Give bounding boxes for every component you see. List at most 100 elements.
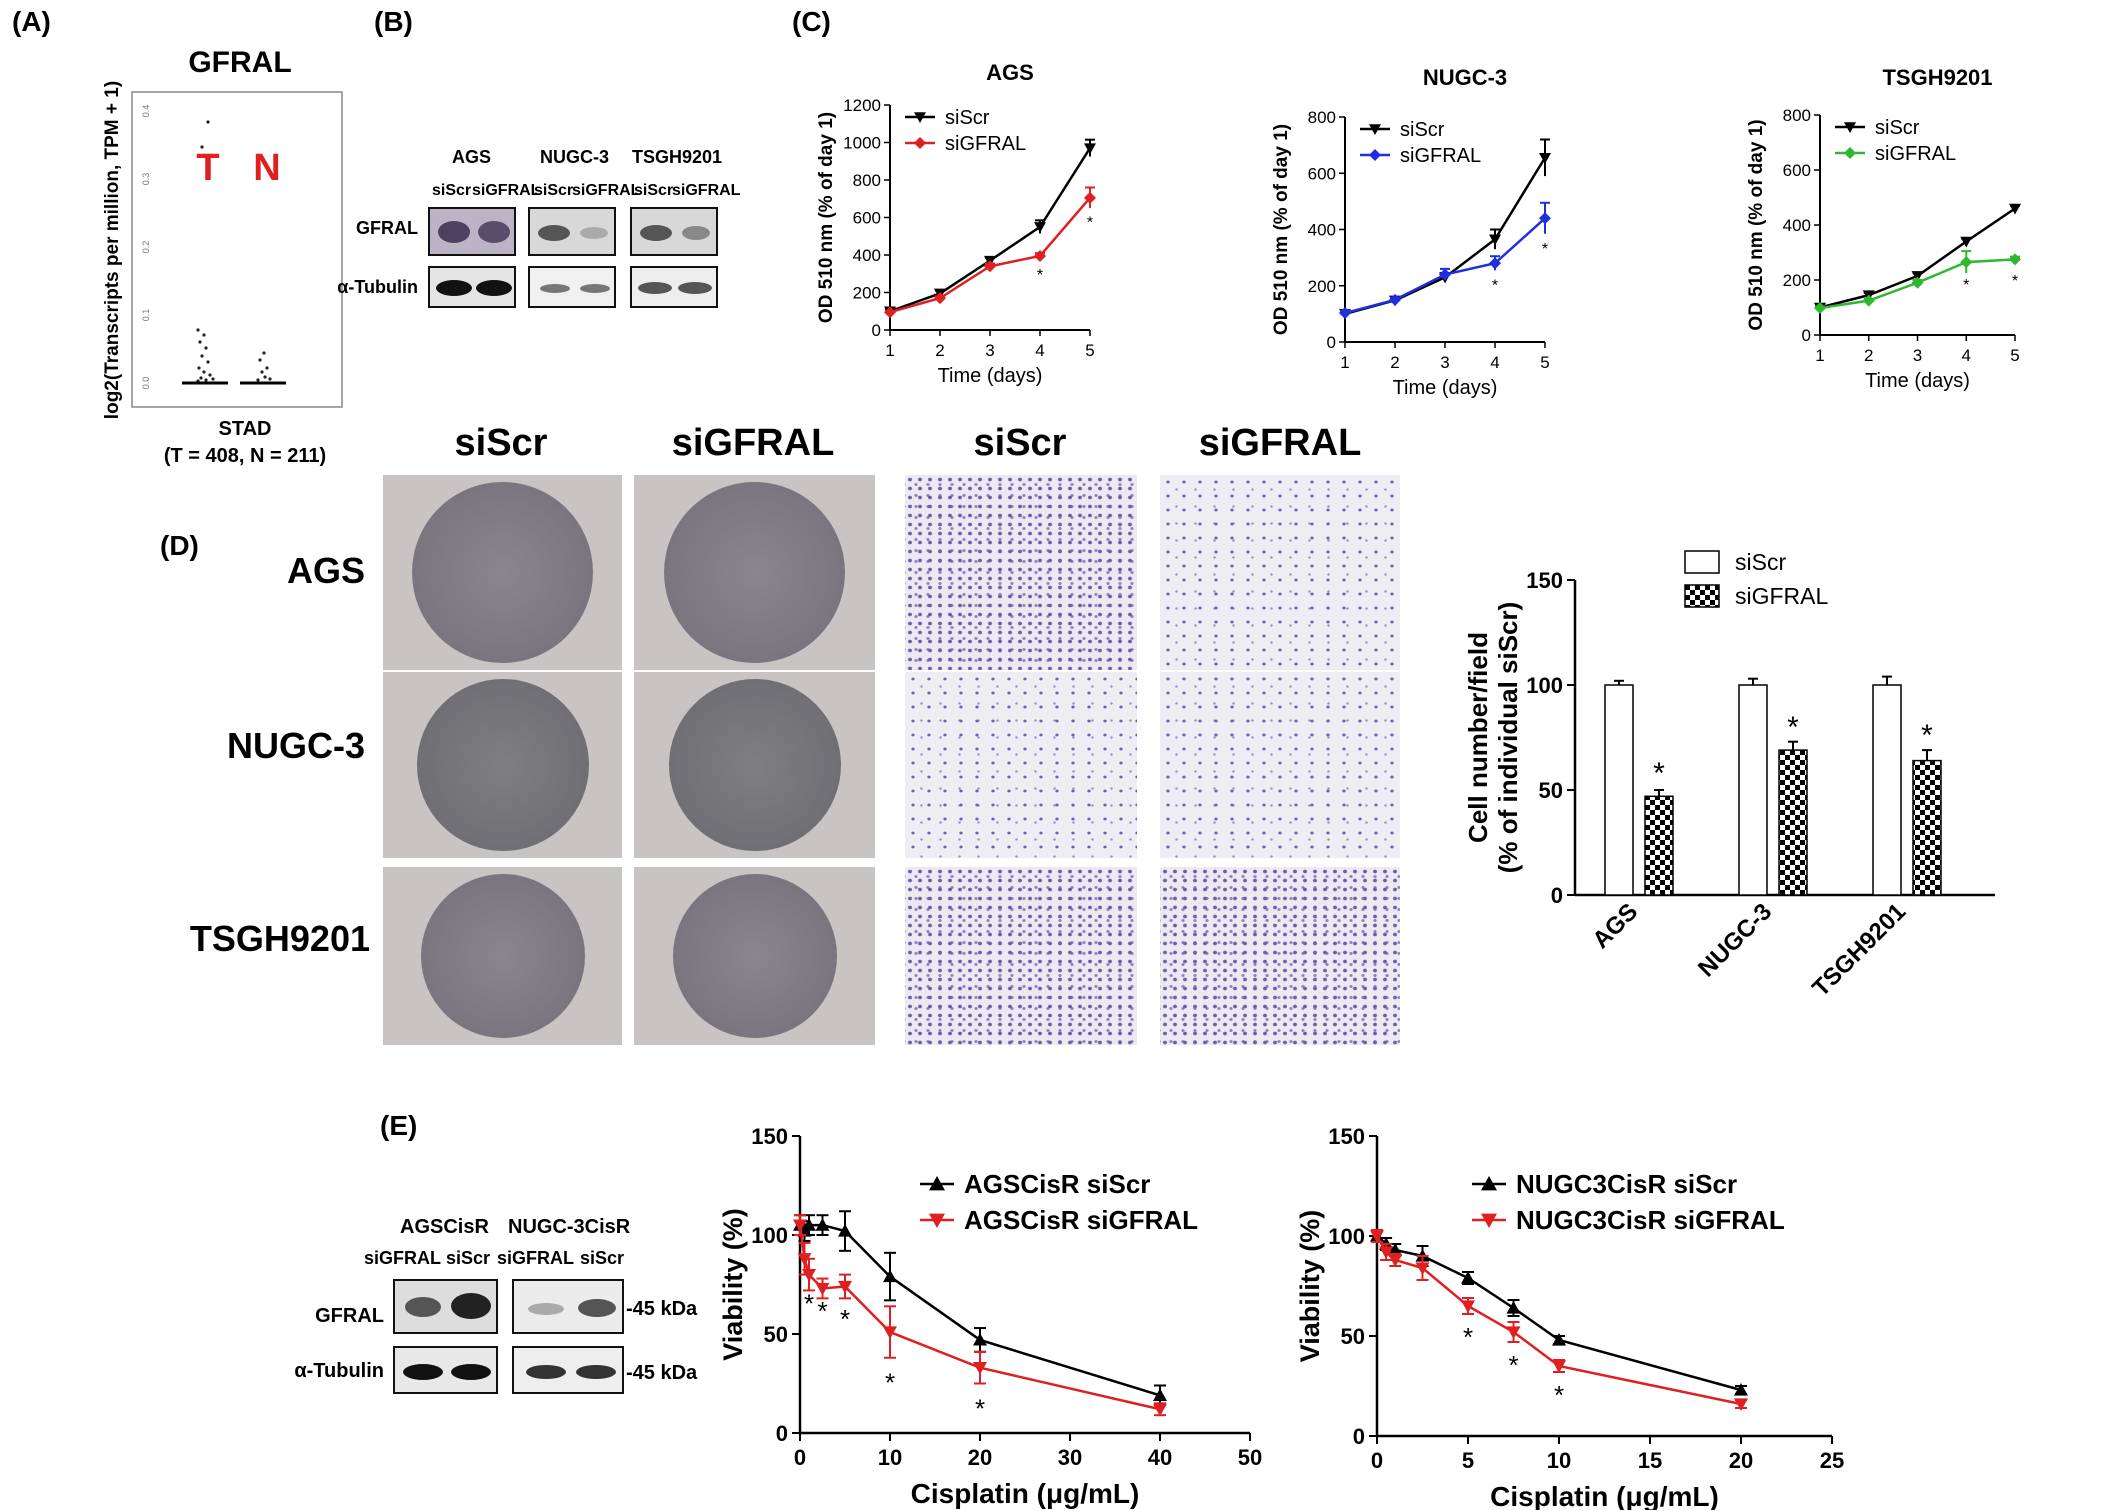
series-line	[1344, 157, 1547, 316]
expression-dot	[262, 351, 266, 355]
d-row-header: AGS	[286, 550, 365, 591]
d-row-header: NUGC-3	[226, 725, 365, 766]
significance-star: *	[1037, 267, 1043, 284]
data-point	[1734, 1398, 1748, 1411]
panel-a-ytick: 0.4	[141, 105, 151, 118]
legend-marker	[929, 1176, 945, 1191]
legend-marker	[1844, 122, 1856, 133]
data-point	[815, 1218, 830, 1231]
y-tick-label: 600	[853, 209, 881, 228]
panel-a-ytick: 0.1	[141, 309, 151, 322]
legend-swatch	[1684, 584, 1720, 608]
colony-dish-image	[634, 475, 875, 670]
panel-label-a: (A)	[12, 6, 51, 37]
data-point	[984, 260, 996, 273]
blot-b-cond: siScr	[534, 182, 574, 199]
x-tick-label: 1	[1815, 346, 1824, 365]
legend-label: AGSCisR siGFRAL	[964, 1205, 1198, 1235]
dish-circle	[664, 482, 845, 663]
chart-e-nugc3: 0 50 100 150 0 5 10 15 20 25 Cisplatin (μg/mL) Viab…	[1295, 1124, 1844, 1510]
y-axis-label: OD 510 nm (% of day 1)	[1746, 119, 1767, 330]
data-point	[1084, 191, 1096, 204]
category-label: AGS	[1587, 898, 1643, 954]
x-tick-label: 1	[1340, 353, 1349, 372]
blot-b-cell-nugc3: NUGC-3	[540, 147, 610, 167]
category-label: NUGC-3	[1693, 898, 1777, 982]
expression-dot	[198, 340, 202, 344]
y-tick-label: 800	[853, 171, 881, 190]
data-point	[1379, 1246, 1394, 1259]
data-point	[1389, 293, 1401, 306]
blot-b-cell-tsgh: TSGH9201	[632, 147, 723, 167]
legend-marker	[1481, 1213, 1497, 1228]
y-axis-label: Viability (%)	[718, 1208, 748, 1361]
x-tick-label: 25	[1820, 1448, 1844, 1473]
y-tick-label: 50	[1539, 778, 1563, 803]
blot-e-row-gfral: GFRAL	[315, 1305, 384, 1327]
x-tick-label: 1	[885, 341, 894, 360]
data-point	[2009, 203, 2021, 215]
data-point	[1439, 268, 1451, 281]
x-tick-label: 2	[935, 341, 944, 360]
panel-label-e: (E)	[380, 1110, 418, 1141]
expression-dot	[202, 370, 206, 374]
y-tick-label: 800	[1308, 108, 1336, 127]
blot-e-tubulin-nugc3	[512, 1346, 624, 1394]
d-row-header: TSGH9201	[189, 918, 370, 959]
x-tick-label: 4	[1490, 353, 1499, 372]
series-line	[1819, 207, 2016, 309]
y-tick-label: 100	[751, 1223, 788, 1248]
panel-a-ylabel: log2(Transcripts per million, TPM + 1)	[102, 81, 123, 419]
expression-dot	[200, 145, 204, 149]
x-tick-label: 10	[1547, 1448, 1571, 1473]
x-tick-label: 40	[1148, 1445, 1172, 1470]
x-tick-label: 2	[1390, 353, 1399, 372]
y-tick-label: 0	[872, 321, 881, 340]
legend-marker	[929, 1213, 945, 1228]
legend-label: AGSCisR siScr	[964, 1169, 1150, 1199]
blot-b-gfral-nugc3	[528, 207, 616, 256]
x-axis-label: Cisplatin (μg/mL)	[911, 1478, 1140, 1509]
significance-star: *	[2012, 273, 2018, 290]
expression-dot	[204, 346, 208, 350]
data-point	[1960, 256, 1973, 269]
legend-swatch	[1684, 550, 1720, 574]
transwell-image	[905, 475, 1137, 670]
blot-b-cond: siScr	[634, 182, 674, 199]
data-point	[838, 1280, 852, 1294]
blot-b-gfral-ags	[428, 207, 516, 256]
legend-marker	[1369, 124, 1381, 135]
series-line	[889, 196, 1091, 314]
blot-e-cell: NUGC-3CisR	[508, 1216, 631, 1238]
blot-b-tubulin-ags	[428, 266, 516, 308]
data-point	[802, 1218, 816, 1231]
x-tick-label: 0	[794, 1445, 806, 1470]
expression-dot	[206, 120, 210, 124]
significance-star: *	[1787, 711, 1799, 744]
x-tick-label: 2	[1864, 346, 1873, 365]
expression-dot	[263, 375, 267, 379]
blot-b-cond: siGFRAL	[472, 182, 541, 199]
x-tick-label: 3	[985, 341, 994, 360]
significance-star: *	[1508, 1350, 1518, 1380]
bar	[1872, 684, 1902, 896]
data-point	[1370, 1230, 1384, 1243]
data-point	[1539, 152, 1551, 164]
bar	[1644, 795, 1674, 896]
x-tick-label: 20	[968, 1445, 992, 1470]
colony-dish-image	[634, 672, 875, 858]
blot-e-gfral-ags	[393, 1279, 498, 1334]
y-axis-label: OD 510 nm (% of day 1)	[1271, 124, 1292, 335]
category-label: TSGH9201	[1807, 898, 1911, 1002]
legend-label: siGFRAL	[1735, 583, 1829, 609]
y-tick-label: 400	[1783, 216, 1811, 235]
data-point	[1552, 1360, 1566, 1373]
data-point	[1552, 1333, 1566, 1346]
blot-b-cond: siGFRAL	[572, 182, 641, 199]
chart-title: AGS	[986, 60, 1034, 85]
dish-circle	[668, 679, 841, 851]
data-point	[815, 1282, 830, 1296]
blot-b-cond: siGFRAL	[672, 182, 741, 199]
dish-circle	[416, 679, 589, 851]
y-tick-label: 0	[776, 1421, 788, 1446]
